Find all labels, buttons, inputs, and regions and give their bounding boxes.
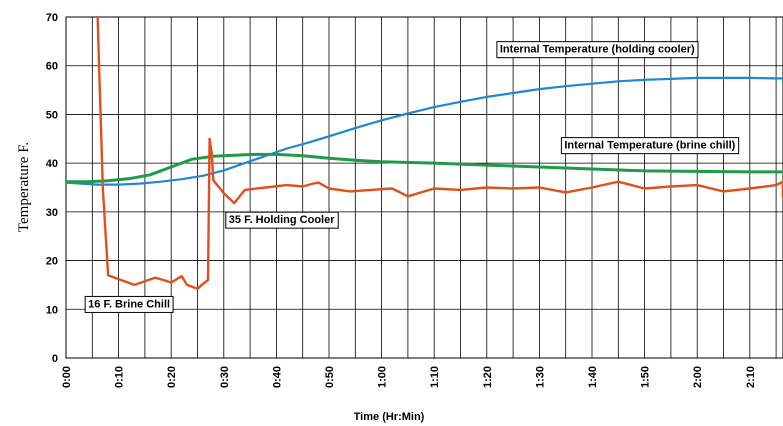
annotation-label: 16 F. Brine Chill bbox=[84, 295, 174, 313]
x-tick-label: 0:30 bbox=[219, 366, 231, 388]
series-lines bbox=[65, 16, 783, 290]
series-line bbox=[96, 16, 783, 290]
annotation-label: Internal Temperature (holding cooler) bbox=[496, 41, 699, 59]
series-line bbox=[66, 152, 783, 184]
x-tick-label: 2:10 bbox=[745, 366, 757, 388]
series-line bbox=[65, 76, 783, 186]
y-tick-label: 50 bbox=[46, 109, 58, 121]
y-tick-label: 30 bbox=[46, 207, 58, 219]
x-tick-labels: 0:00 0:10 0:20 0:30 0:40 0:50 1:00 1:10 1:20 1:30… bbox=[61, 366, 757, 388]
x-tick-label: 0:50 bbox=[324, 366, 336, 388]
annotation-text: 35 F. Holding Cooler bbox=[229, 214, 335, 226]
annotation-label: Internal Temperature (brine chill) bbox=[560, 137, 740, 155]
x-tick-label: 1:20 bbox=[482, 366, 494, 388]
x-tick-label: 0:40 bbox=[271, 366, 283, 388]
y-tick-label: 20 bbox=[46, 256, 58, 268]
x-axis-label: Time (Hr:Min) bbox=[354, 411, 425, 423]
annotation-box bbox=[84, 295, 174, 313]
annotation-label: 35 F. Holding Cooler bbox=[225, 211, 339, 229]
plot-area bbox=[65, 16, 783, 359]
x-tick-label: 0:00 bbox=[61, 366, 73, 388]
y-tick-label: 40 bbox=[46, 158, 58, 170]
x-tick-label: 1:10 bbox=[429, 366, 441, 388]
y-tick-label: 60 bbox=[46, 61, 58, 73]
x-tick-label: 0:20 bbox=[166, 366, 178, 388]
annotation-box bbox=[560, 137, 740, 155]
y-tick-labels: 0 10 20 30 40 50 60 70 bbox=[46, 12, 58, 365]
x-tick-label: 1:40 bbox=[587, 366, 599, 388]
annotation-box bbox=[496, 41, 699, 59]
y-tick-label: 70 bbox=[46, 12, 58, 24]
annotation-text: Internal Temperature (brine chill) bbox=[564, 140, 735, 152]
annotations: Internal Temperature (holding cooler) Int… bbox=[84, 41, 740, 313]
x-tick-label: 2:00 bbox=[692, 366, 704, 388]
x-tick-label: 1:00 bbox=[377, 366, 389, 388]
x-tick-label: 1:30 bbox=[534, 366, 546, 388]
annotation-box bbox=[225, 211, 339, 229]
annotation-text: Internal Temperature (holding cooler) bbox=[500, 44, 695, 56]
x-tick-label: 0:10 bbox=[114, 366, 126, 388]
y-axis-label: Temperature F. bbox=[16, 142, 32, 232]
y-tick-label: 0 bbox=[52, 353, 58, 365]
x-tick-label: 1:50 bbox=[640, 366, 652, 388]
annotation-text: 16 F. Brine Chill bbox=[88, 298, 170, 310]
y-tick-label: 10 bbox=[46, 304, 58, 316]
